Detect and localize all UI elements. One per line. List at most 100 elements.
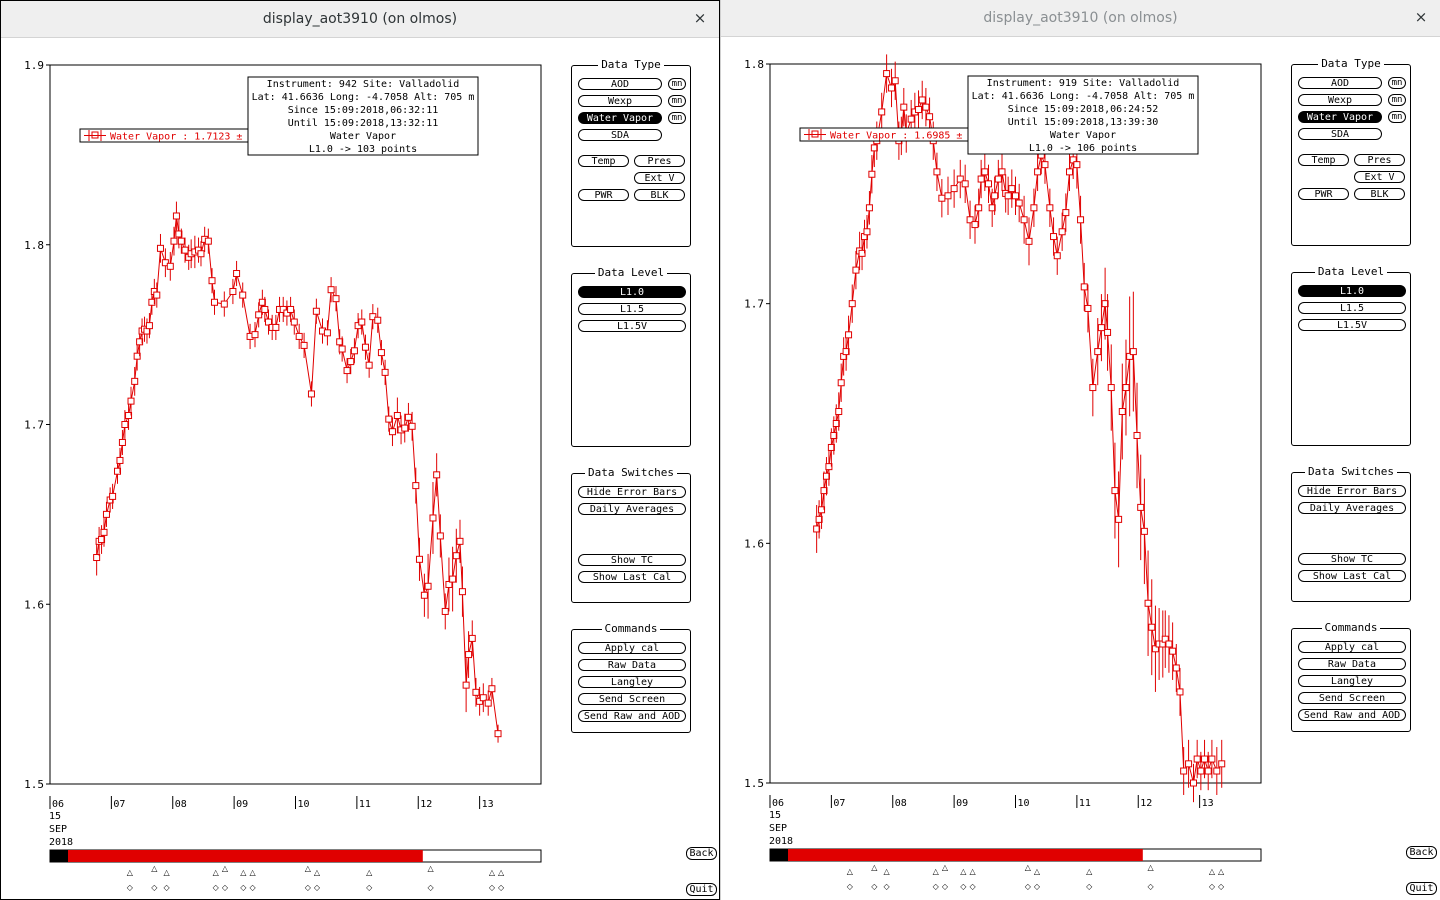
marker-diamond-icon: ◇	[969, 882, 976, 891]
close-icon[interactable]: ×	[1414, 8, 1428, 26]
aod-mn-button[interactable]: mn	[1388, 77, 1406, 89]
data-point	[1094, 348, 1102, 356]
temp-button[interactable]: Temp	[1298, 154, 1349, 166]
wexp-mn-button[interactable]: mn	[668, 95, 686, 107]
send-screen-button[interactable]: Send Screen	[1298, 692, 1406, 704]
back-button[interactable]: Back	[686, 847, 717, 860]
legend-label: Water Vapor : 1.6985 ±	[830, 131, 962, 142]
blk-button[interactable]: BLK	[634, 189, 685, 201]
titlebar[interactable]: display_aot3910 (on olmos) ×	[721, 0, 1440, 37]
plot-area: 1.8 1.7 1.6 1.5 06 07 08 09 10 11 12 13 15 SEP 201…	[744, 54, 1262, 891]
window-right: display_aot3910 (on olmos) × 1.8 1.7 1.6 1.…	[720, 0, 1440, 900]
show-tc-button[interactable]: Show TC	[1298, 553, 1406, 565]
water-vapor-mn-button[interactable]: mn	[668, 112, 686, 124]
aod-mn-button[interactable]: mn	[668, 78, 686, 90]
sda-button[interactable]: SDA	[1298, 128, 1382, 140]
data-point	[950, 185, 958, 193]
info-quantity: Water Vapor	[1050, 130, 1116, 141]
water-vapor-button[interactable]: Water Vapor	[578, 112, 662, 124]
marker-diamond-icon: ◇	[240, 883, 247, 892]
apply-cal-button[interactable]: Apply cal	[1298, 641, 1406, 653]
hide-error-bars-button[interactable]: Hide Error Bars	[1298, 485, 1406, 497]
data-point	[1012, 192, 1019, 200]
close-icon[interactable]: ×	[693, 9, 707, 27]
level-l15v-button[interactable]: L1.5V	[578, 320, 686, 332]
back-button[interactable]: Back	[1406, 846, 1437, 859]
wexp-button[interactable]: Wexp	[578, 95, 662, 107]
blk-button[interactable]: BLK	[1354, 188, 1405, 200]
langley-button[interactable]: Langley	[1298, 675, 1406, 687]
data-point	[239, 291, 247, 299]
data-point	[907, 115, 915, 123]
commands-panel: Commands Apply cal Raw Data Langley Send…	[571, 622, 691, 733]
marker-triangle-icon: △	[366, 868, 373, 877]
level-l15v-button[interactable]: L1.5V	[1298, 319, 1406, 331]
pwr-button[interactable]: PWR	[578, 189, 629, 201]
daily-averages-button[interactable]: Daily Averages	[1298, 502, 1406, 514]
hide-error-bars-button[interactable]: Hide Error Bars	[578, 486, 686, 498]
pres-button[interactable]: Pres	[1354, 154, 1405, 166]
level-l15-button[interactable]: L1.5	[1298, 302, 1406, 314]
level-l10-button[interactable]: L1.0	[578, 286, 686, 298]
marker-triangle-icon: △	[249, 868, 256, 877]
send-raw-and-aod-button[interactable]: Send Raw and AOD	[578, 710, 686, 722]
x-tick-label: 08	[895, 798, 907, 809]
wexp-mn-button[interactable]: mn	[1388, 94, 1406, 106]
show-last-cal-button[interactable]: Show Last Cal	[1298, 570, 1406, 582]
data-point	[229, 287, 237, 295]
daily-averages-button[interactable]: Daily Averages	[578, 503, 686, 515]
send-raw-and-aod-button[interactable]: Send Raw and AOD	[1298, 709, 1406, 721]
data-point	[102, 510, 110, 518]
aod-button[interactable]: AOD	[1298, 77, 1382, 89]
data-point	[883, 70, 891, 78]
data-point	[1046, 204, 1054, 212]
wexp-button[interactable]: Wexp	[1298, 94, 1382, 106]
data-point	[361, 343, 369, 351]
level-l10-button[interactable]: L1.0	[1298, 285, 1406, 297]
data-point	[323, 329, 331, 337]
langley-button[interactable]: Langley	[578, 676, 686, 688]
data-point	[125, 412, 133, 420]
show-tc-button[interactable]: Show TC	[578, 554, 686, 566]
pwr-button[interactable]: PWR	[1298, 188, 1349, 200]
pres-button[interactable]: Pres	[634, 155, 685, 167]
timeline[interactable]	[49, 849, 542, 863]
marker-diamond-icon: ◇	[305, 883, 312, 892]
temp-button[interactable]: Temp	[578, 155, 629, 167]
x-tick-label: 11	[1079, 798, 1091, 809]
data-point	[332, 295, 340, 303]
level-l15-button[interactable]: L1.5	[578, 303, 686, 315]
data-point	[300, 341, 308, 349]
raw-data-button[interactable]: Raw Data	[578, 659, 686, 671]
marker-diamond-icon: ◇	[960, 882, 967, 891]
water-vapor-mn-button[interactable]: mn	[1388, 111, 1406, 123]
marker-triangle-icon: △	[1147, 863, 1154, 872]
show-last-cal-button[interactable]: Show Last Cal	[578, 571, 686, 583]
titlebar[interactable]: display_aot3910 (on olmos) ×	[1, 1, 719, 38]
data-point	[1213, 767, 1221, 775]
commands-panel: Commands Apply cal Raw Data Langley Send…	[1291, 621, 1411, 732]
info-instrument: Instrument: 942 Site: Valladolid	[267, 79, 460, 90]
ext-v-button[interactable]: Ext V	[1354, 171, 1405, 183]
aod-button[interactable]: AOD	[578, 78, 662, 90]
data-point	[445, 580, 453, 588]
data-point	[350, 347, 358, 355]
data-point	[975, 204, 983, 212]
data-point	[900, 103, 908, 111]
quit-button[interactable]: Quit	[686, 883, 717, 896]
raw-data-button[interactable]: Raw Data	[1298, 658, 1406, 670]
info-since: Since 15:09:2018,06:32:11	[288, 105, 439, 116]
marker-diamond-icon: ◇	[847, 882, 854, 891]
sda-button[interactable]: SDA	[578, 129, 662, 141]
water-vapor-button[interactable]: Water Vapor	[1298, 111, 1382, 123]
timeline[interactable]	[769, 848, 1262, 862]
data-point	[837, 379, 845, 387]
apply-cal-button[interactable]: Apply cal	[578, 642, 686, 654]
data-switches-title: Data Switches	[584, 466, 678, 479]
ext-v-button[interactable]: Ext V	[634, 172, 685, 184]
data-level-panel: Data Level L1.0 L1.5 L1.5V	[1291, 265, 1411, 446]
send-screen-button[interactable]: Send Screen	[578, 693, 686, 705]
data-point	[827, 443, 835, 451]
data-point	[868, 170, 876, 178]
quit-button[interactable]: Quit	[1406, 882, 1437, 895]
